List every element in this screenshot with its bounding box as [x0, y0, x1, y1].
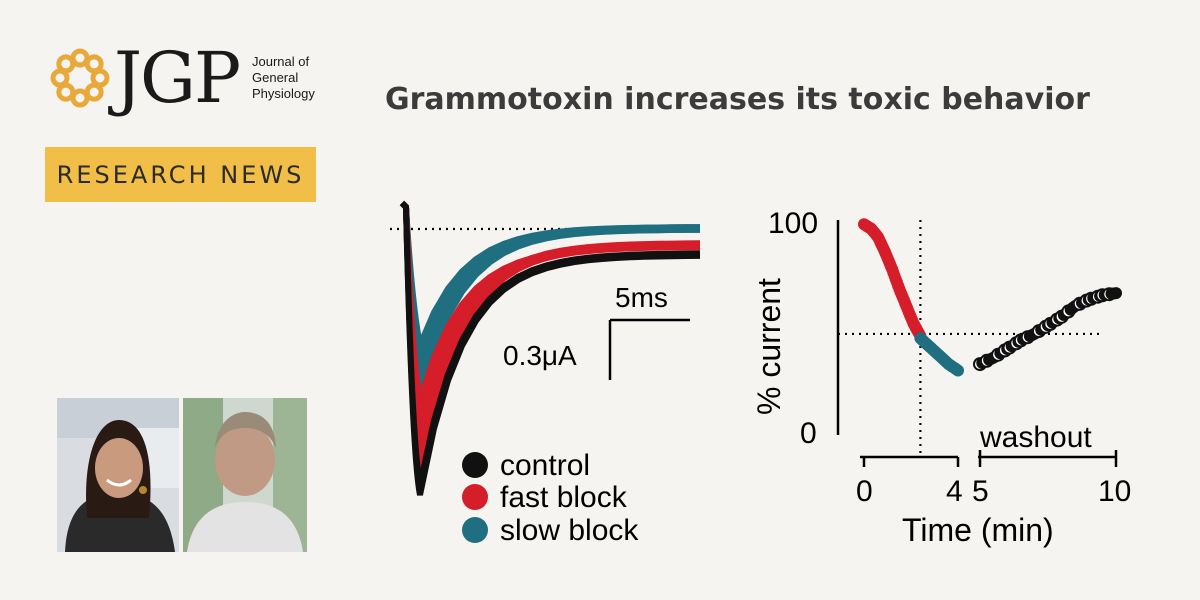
current-trace [399, 200, 701, 496]
current-traces-panel: 5ms 0.3μA control fast block slow block [390, 200, 705, 547]
author-photo-man [183, 398, 307, 552]
x-tick-label: 4 [946, 475, 963, 508]
x-axis-label: Time (min) [902, 512, 1054, 548]
author-photo-woman [57, 398, 179, 552]
y-tick-label: 0 [800, 417, 817, 450]
legend-swatch-fast-block [462, 484, 488, 510]
badge-label: RESEARCH NEWS [56, 160, 305, 189]
figure: 5ms 0.3μA control fast block slow block … [380, 185, 1180, 575]
legend-label-fast-block: fast block [500, 481, 628, 514]
data-point-slow-block [952, 364, 964, 377]
headline: Grammotoxin increases its toxic behavior [385, 82, 1090, 117]
journal-name-line: Journal of [252, 54, 310, 69]
journal-name-line: Physiology [252, 86, 315, 101]
journal-name: Journal of General Physiology [252, 54, 352, 102]
scale-label-time: 5ms [615, 282, 668, 313]
legend-label-control: control [500, 449, 590, 482]
x-tick-label: 10 [1098, 475, 1131, 508]
data-point-control [1110, 287, 1122, 300]
scale-label-current: 0.3μA [503, 340, 577, 371]
legend-label-slow-block: slow block [500, 514, 639, 547]
washout-label: washout [979, 421, 1092, 454]
journal-logo: JGP Journal of General Physiology [44, 36, 324, 126]
research-news-badge: RESEARCH NEWS [45, 147, 316, 202]
journal-acronym: JGP [114, 37, 241, 119]
journal-logo-mark-icon [50, 48, 110, 108]
time-course-chart: 100 0 % current 0 4 5 10 Time (min) wash… [751, 207, 1131, 548]
x-tick-label: 0 [856, 475, 873, 508]
y-tick-label: 100 [768, 207, 818, 240]
x-tick-label: 5 [972, 475, 989, 508]
legend-swatch-control [462, 452, 488, 478]
y-axis-label: % current [751, 278, 787, 415]
legend-swatch-slow-block [462, 517, 488, 543]
logo-petal [84, 54, 104, 74]
journal-name-line: General [252, 70, 299, 85]
author-photos [57, 398, 307, 552]
